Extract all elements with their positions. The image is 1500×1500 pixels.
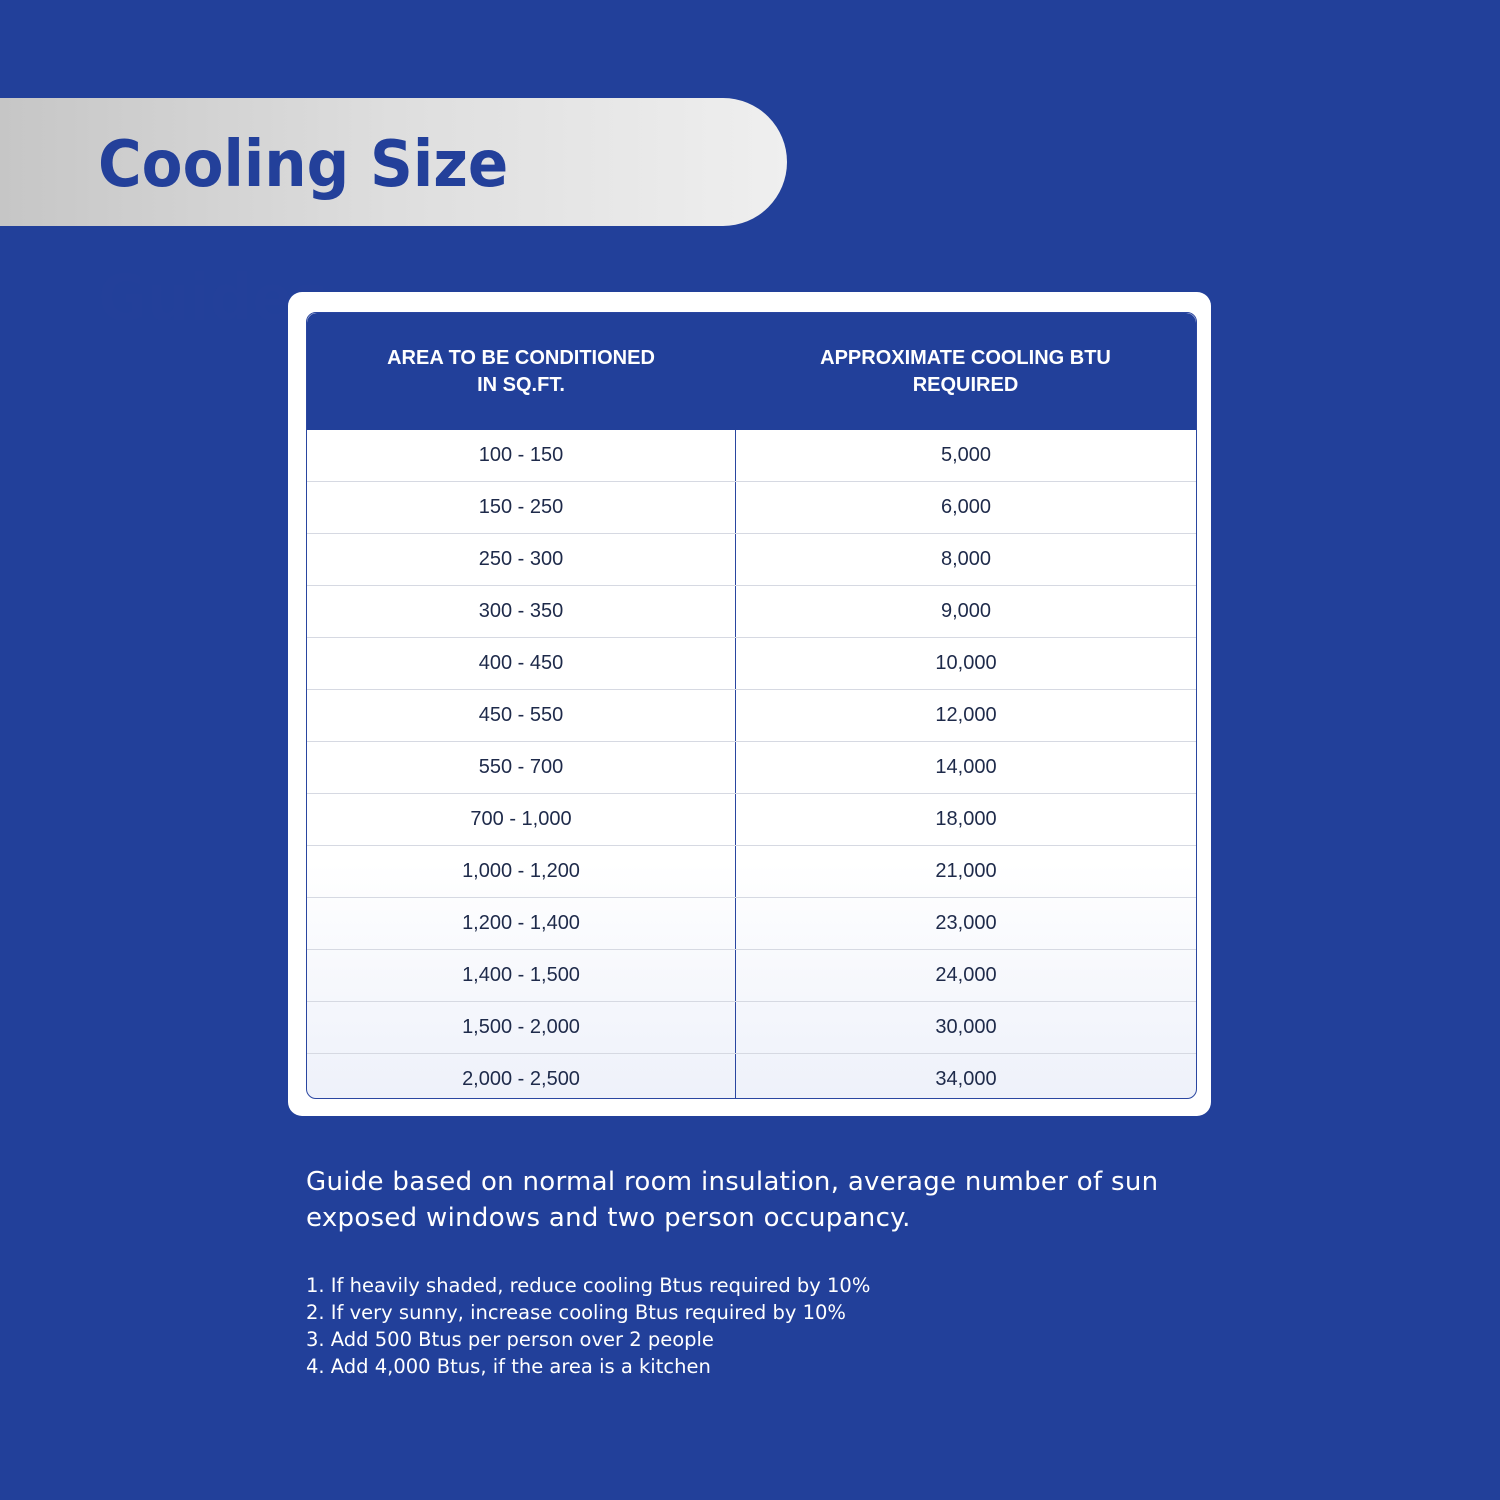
btu-cell: 14,000 (935, 756, 997, 778)
tip-item: 3. Add 500 Btus per person over 2 people (306, 1328, 714, 1351)
table-row: 2,000 - 2,500 34,000 (307, 1053, 1196, 1098)
area-cell: 550 - 700 (307, 742, 736, 793)
btu-cell: 5,000 (940, 444, 992, 466)
table-card: AREA TO BE CONDITIONED IN SQ.FT. APPROXI… (288, 292, 1211, 1116)
area-cell: 700 - 1,000 (307, 794, 736, 845)
area-cell: 250 - 300 (307, 534, 736, 585)
table-header: AREA TO BE CONDITIONED IN SQ.FT. APPROXI… (307, 313, 1196, 430)
cooling-table: AREA TO BE CONDITIONED IN SQ.FT. APPROXI… (306, 312, 1197, 1099)
adjustment-tips: 1. If heavily shaded, reduce cooling Btu… (306, 1272, 870, 1380)
btu-cell: 10,000 (935, 652, 997, 674)
area-cell: 450 - 550 (307, 690, 736, 741)
table-row: 1,000 - 1,200 21,000 (307, 845, 1196, 897)
header-area: AREA TO BE CONDITIONED IN SQ.FT. (387, 346, 655, 396)
table-row: 1,500 - 2,000 30,000 (307, 1001, 1196, 1053)
btu-cell: 9,000 (940, 600, 992, 622)
table-row: 100 - 150 5,000 (307, 430, 1196, 481)
area-cell: 100 - 150 (307, 430, 736, 481)
area-cell: 400 - 450 (307, 638, 736, 689)
area-cell: 1,500 - 2,000 (307, 1002, 736, 1053)
btu-cell: 18,000 (935, 808, 997, 830)
btu-cell: 34,000 (935, 1068, 997, 1090)
area-cell: 2,000 - 2,500 (307, 1054, 736, 1098)
header-btu: APPROXIMATE COOLING BTU REQUIRED (820, 346, 1111, 396)
table-row: 1,200 - 1,400 23,000 (307, 897, 1196, 949)
btu-cell: 8,000 (940, 548, 992, 570)
btu-cell: 30,000 (935, 1016, 997, 1038)
table-row: 700 - 1,000 18,000 (307, 793, 1196, 845)
area-cell: 1,400 - 1,500 (307, 950, 736, 1001)
area-cell: 1,200 - 1,400 (307, 898, 736, 949)
table-row: 400 - 450 10,000 (307, 637, 1196, 689)
title-banner: Cooling Size Guides (0, 98, 787, 336)
tip-item: 4. Add 4,000 Btus, if the area is a kitc… (306, 1355, 711, 1378)
table-row: 450 - 550 12,000 (307, 689, 1196, 741)
tip-item: 1. If heavily shaded, reduce cooling Btu… (306, 1274, 871, 1297)
area-cell: 300 - 350 (307, 586, 736, 637)
area-cell: 150 - 250 (307, 482, 736, 533)
table-row: 550 - 700 14,000 (307, 741, 1196, 793)
btu-cell: 6,000 (940, 496, 992, 518)
table-body: 100 - 150 5,000 150 - 250 6,000 250 - 300 8,0… (307, 430, 1196, 1098)
table-row: 250 - 300 8,000 (307, 533, 1196, 585)
guide-note: Guide based on normal room insulation, a… (306, 1167, 1159, 1233)
btu-cell: 23,000 (935, 912, 997, 934)
btu-cell: 24,000 (935, 964, 997, 986)
table-row: 150 - 250 6,000 (307, 481, 1196, 533)
table-row: 1,400 - 1,500 24,000 (307, 949, 1196, 1001)
btu-cell: 21,000 (935, 860, 997, 882)
tip-item: 2. If very sunny, increase cooling Btus … (306, 1301, 846, 1324)
area-cell: 1,000 - 1,200 (307, 846, 736, 897)
table-row: 300 - 350 9,000 (307, 585, 1196, 637)
btu-cell: 12,000 (935, 704, 997, 726)
